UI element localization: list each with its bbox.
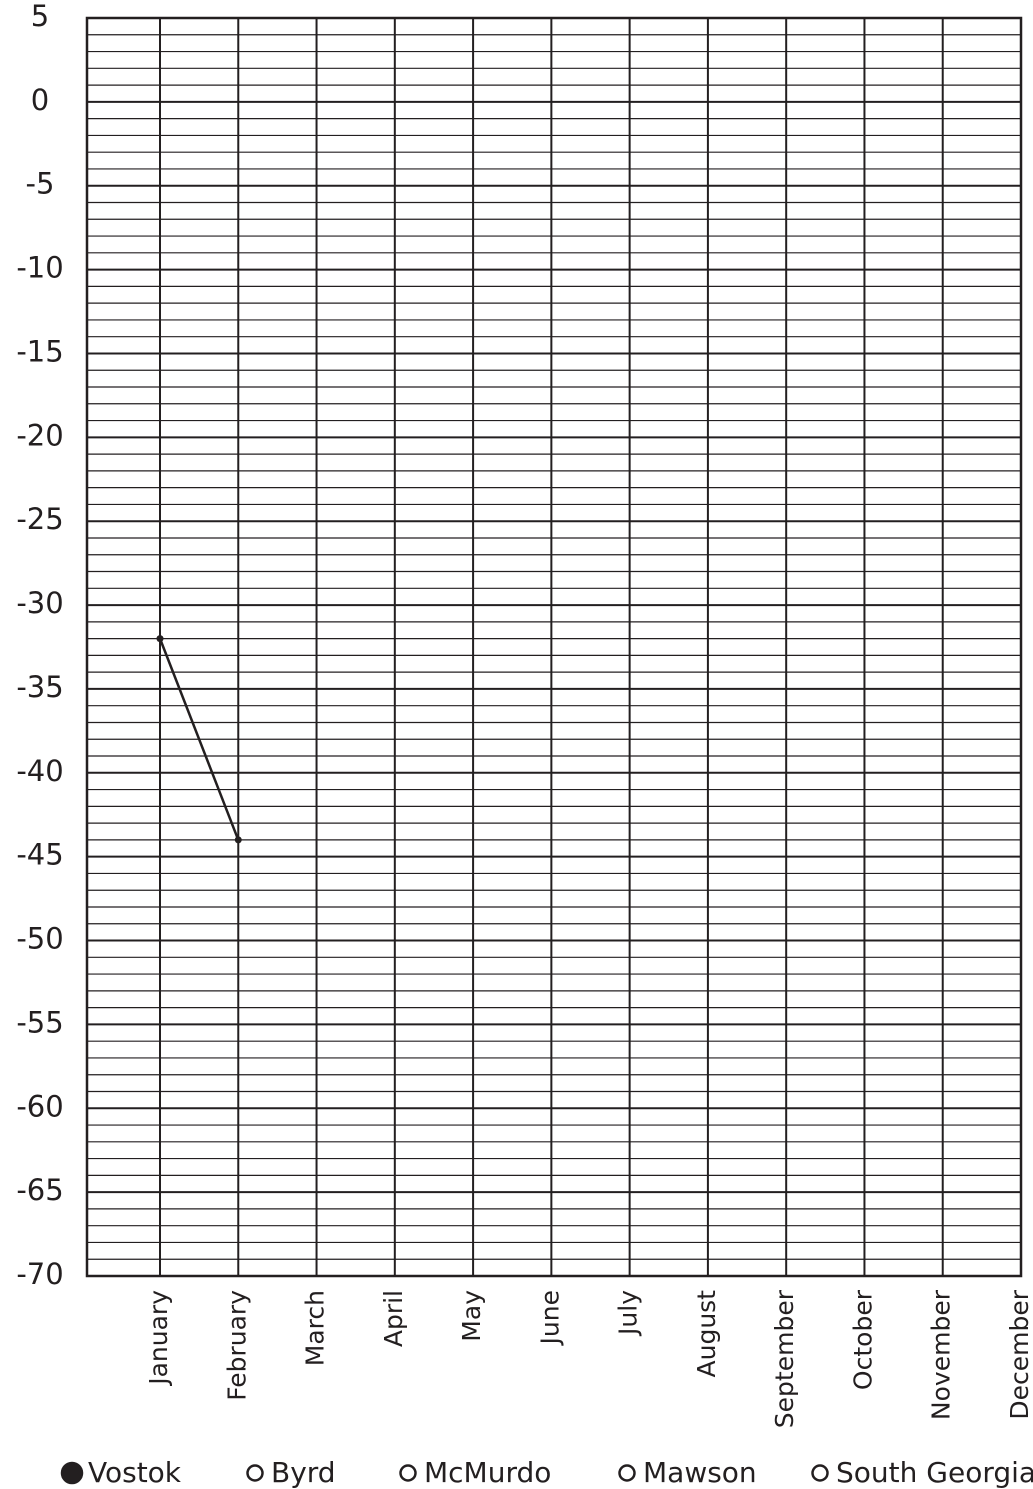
legend-label: South Georgia xyxy=(836,1456,1033,1489)
x-tick-label: March xyxy=(301,1290,330,1366)
x-tick-label: October xyxy=(848,1289,877,1390)
x-tick-label: September xyxy=(770,1289,799,1428)
legend-marker xyxy=(811,1464,829,1482)
legend-label: Mawson xyxy=(643,1456,757,1489)
y-tick-label: -45 xyxy=(16,838,63,872)
legend-label: Byrd xyxy=(271,1456,336,1489)
y-tick-label: -20 xyxy=(16,418,63,452)
x-tick-label: December xyxy=(1005,1289,1033,1419)
y-tick-label: -70 xyxy=(16,1257,63,1291)
y-tick-label: -55 xyxy=(16,1005,63,1039)
y-tick-label: -10 xyxy=(16,251,63,285)
y-tick-label: -50 xyxy=(16,922,63,956)
y-tick-label: -65 xyxy=(16,1173,63,1207)
plot-frame xyxy=(85,16,1023,1278)
x-tick-label: May xyxy=(457,1290,486,1342)
x-tick-label: January xyxy=(144,1290,173,1387)
y-tick-label: -60 xyxy=(16,1089,63,1123)
data-point xyxy=(156,635,164,643)
legend-marker xyxy=(246,1464,264,1482)
y-tick-label: 0 xyxy=(31,83,49,117)
y-tick-label: -30 xyxy=(16,586,63,620)
y-tick-label: -25 xyxy=(16,502,63,536)
legend-marker xyxy=(399,1464,417,1482)
x-tick-label: June xyxy=(535,1290,564,1346)
y-tick-label: -40 xyxy=(16,754,63,788)
y-tick-label: 5 xyxy=(31,0,49,33)
data-point xyxy=(234,836,242,844)
legend-label: Vostok xyxy=(88,1456,182,1489)
x-tick-label: July xyxy=(614,1290,643,1337)
x-tick-label: November xyxy=(927,1289,956,1420)
y-tick-label: -5 xyxy=(26,167,55,201)
x-tick-label: August xyxy=(692,1290,721,1378)
legend-marker xyxy=(60,1461,84,1485)
x-tick-label: February xyxy=(222,1290,251,1401)
legend-label: McMurdo xyxy=(424,1456,551,1489)
x-tick-label: April xyxy=(379,1290,408,1347)
legend-marker xyxy=(618,1464,636,1482)
series-line xyxy=(158,638,240,841)
y-tick-label: -35 xyxy=(16,670,63,704)
y-tick-label: -15 xyxy=(16,334,63,368)
